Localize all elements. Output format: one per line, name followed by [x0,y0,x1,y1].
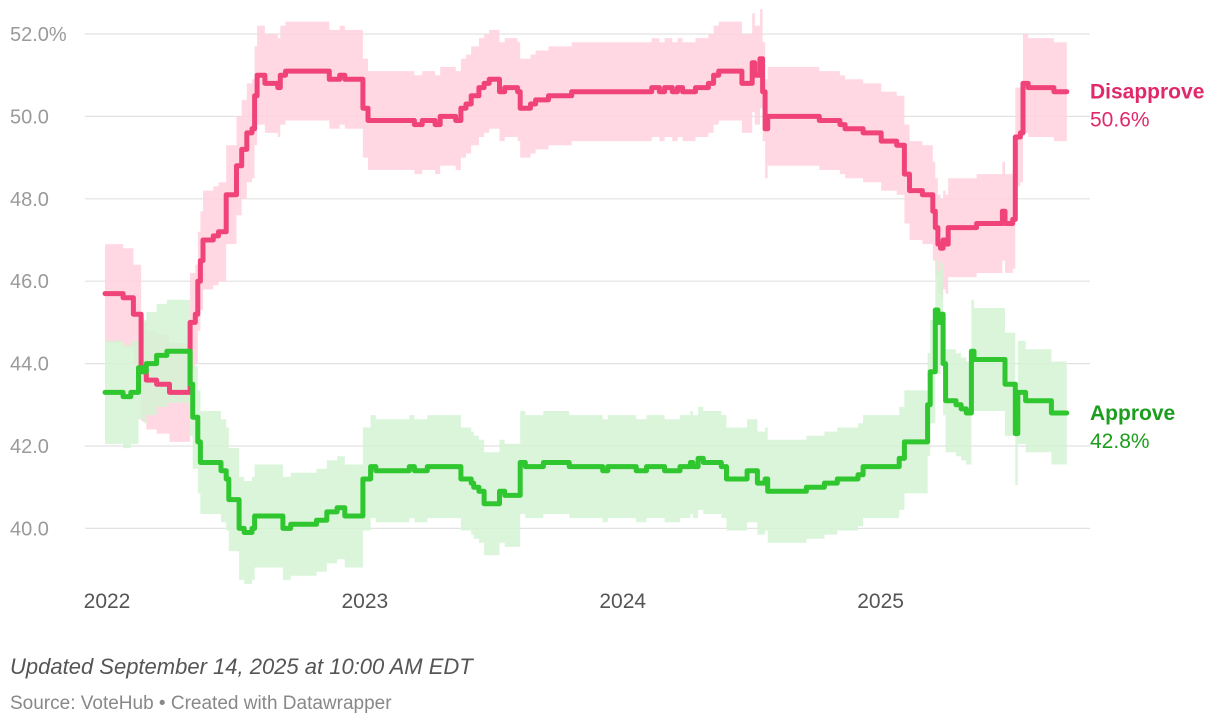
y-axis-ticks: 40.0 42.0 44.0 46.0 48.0 50.0 52.0% [10,24,67,540]
x-tick-label: 2022 [84,590,131,613]
approval-line-chart: 40.042.044.046.048.050.052.0% 2022 2023 20… [10,9,1204,613]
y-tick-label: 52.0% [10,24,67,46]
line-layer [102,56,1070,535]
disapprove-end-value: 50.6% [1090,109,1150,132]
y-tick-label: 40.0 [10,518,49,540]
updated-note: Updated September 14, 2025 at 10:00 AM E… [10,654,473,679]
series-end-labels: Disapprove 50.6% Approve 42.8% [1090,81,1204,453]
disapprove-line [102,56,1070,395]
x-tick-label: 2023 [342,590,389,613]
approve-end-value: 42.8% [1090,430,1150,453]
source-note: Source: VoteHub • Created with Datawrapp… [10,693,392,714]
disapprove-series-label: Disapprove [1090,81,1204,104]
disapprove-confidence-band [105,9,1067,442]
y-tick-label: 48.0 [10,189,49,211]
x-tick-label: 2024 [599,590,646,613]
approve-confidence-band [105,258,1067,584]
y-tick-label: 46.0 [10,271,49,293]
y-tick-label: 42.0 [10,436,49,458]
band-layer [105,9,1067,584]
x-tick-label: 2025 [857,590,904,613]
y-tick-label: 44.0 [10,354,49,376]
approve-line [102,307,1070,535]
approve-series-label: Approve [1090,402,1175,425]
y-tick-label: 50.0 [10,106,49,128]
x-axis-ticks: 2022 2023 2024 2025 [84,590,904,613]
